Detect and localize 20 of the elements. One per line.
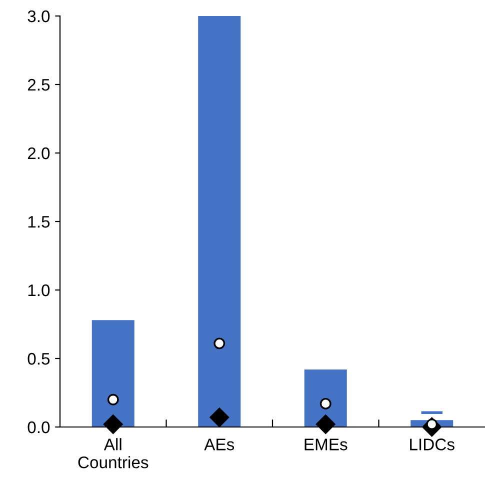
bar [92, 320, 134, 427]
x-tick-label: EMEs [304, 438, 348, 450]
y-tick-label: 1.0 [28, 284, 50, 296]
point [107, 394, 119, 406]
point [210, 408, 230, 428]
x-tick-label: All Countries [78, 438, 148, 468]
bar [198, 16, 241, 427]
y-tick-label: 0.5 [28, 352, 50, 365]
x-tick-label: AEs [204, 438, 234, 450]
y-tick-label: 0.0 [28, 421, 50, 434]
point [103, 414, 123, 434]
y-tick-label: 3.0 [28, 10, 50, 22]
x-tick-label: LIDCs [410, 438, 454, 450]
point [320, 398, 332, 410]
y-tick-label: 2.5 [28, 78, 50, 91]
point [214, 338, 226, 350]
bar [421, 411, 442, 414]
y-tick-label: 2.0 [28, 147, 50, 160]
point [316, 414, 336, 434]
y-tick-label: 1.5 [28, 216, 50, 228]
